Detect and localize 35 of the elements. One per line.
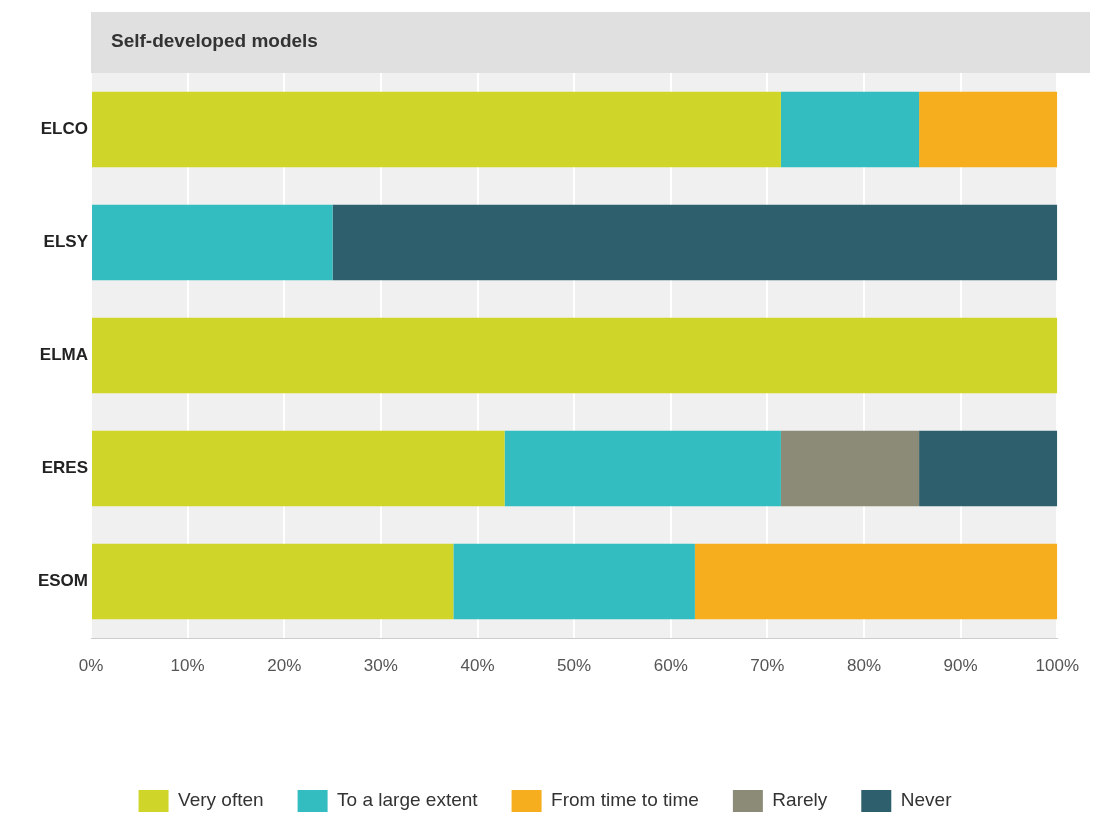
bar bbox=[92, 204, 333, 281]
y-tick-label: ELMA bbox=[39, 345, 88, 365]
x-tick-label: 70% bbox=[750, 655, 785, 675]
x-tick-label: 90% bbox=[943, 655, 978, 675]
x-tick-label: 60% bbox=[653, 655, 688, 675]
x-tick-label: 80% bbox=[846, 655, 882, 675]
x-tick-label: 0% bbox=[78, 655, 104, 675]
bar bbox=[453, 543, 695, 620]
x-tick-label: 100% bbox=[1035, 655, 1079, 675]
x-tick-label: 50% bbox=[557, 655, 592, 675]
legend-label: Rarely bbox=[772, 789, 828, 811]
bar bbox=[694, 543, 1058, 620]
x-tick-label: 10% bbox=[170, 655, 205, 675]
bar bbox=[919, 430, 1058, 507]
y-tick-label: ERES bbox=[41, 458, 88, 478]
bar bbox=[332, 204, 1058, 281]
bar bbox=[92, 430, 505, 507]
bar bbox=[504, 430, 781, 507]
bar bbox=[92, 317, 1058, 394]
x-tick-label: 30% bbox=[363, 655, 398, 675]
legend-label: Very often bbox=[178, 789, 264, 811]
y-tick-label: ELCO bbox=[40, 119, 88, 139]
y-tick-label: ESOM bbox=[37, 571, 88, 591]
x-tick-label: 40% bbox=[460, 655, 495, 675]
chart-title: Self-developed models bbox=[91, 12, 1090, 73]
legend-label: Never bbox=[900, 789, 953, 811]
bar bbox=[92, 543, 454, 620]
bar bbox=[919, 91, 1058, 168]
bar bbox=[92, 91, 781, 168]
legend-label: From time to time bbox=[551, 789, 699, 811]
x-tick-label: 20% bbox=[267, 655, 302, 675]
legend-label: To a large extent bbox=[337, 789, 479, 811]
bar bbox=[780, 91, 920, 168]
y-tick-label: ELSY bbox=[43, 232, 89, 252]
bar bbox=[780, 430, 920, 507]
